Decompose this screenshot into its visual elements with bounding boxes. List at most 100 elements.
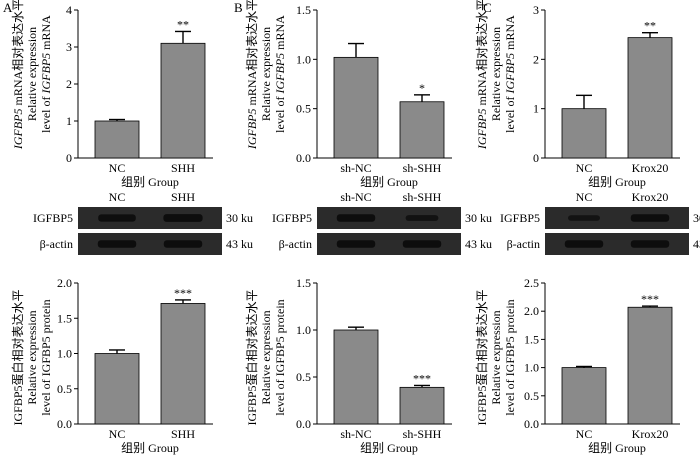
molecular-weight-label: 30 ku [465,211,492,225]
x-tick-label: sh-SHH [403,427,442,441]
blot-strip [78,207,222,229]
bar [333,56,379,159]
blot-strip [545,207,689,229]
y-title-gene: IGFBP5 [475,109,489,151]
x-tick-label: sh-SHH [403,161,442,175]
panel-label-b: B [234,0,243,15]
protein-y-axis-title: IGFBP5蛋白相对表达水平 Relative expression level o… [474,289,517,425]
bar [399,101,445,159]
y-title-rest: mRNA相对表达水平 [11,0,25,109]
western-blot-b: sh-NC sh-SHH IGFBP5 30 ku β-actin 43 ku [272,190,492,255]
y-title-line3: level of IGFBP5 mRNA [503,15,517,133]
protein-row-label: IGFBP5 [272,211,312,225]
y-tick-label: 1.5 [296,276,311,290]
significance-label: ** [177,17,189,31]
x-tick-label: SHH [171,161,195,175]
mrna-y-axis-title: IGFBP5 mRNA相对表达水平 Relative expression leve… [475,0,517,150]
y-title-line1: IGFBP5 mRNA相对表达水平 [475,0,489,150]
bar [160,42,206,159]
protein-row-label: β-actin [507,237,540,251]
y-tick-label: 1.5 [296,3,311,17]
bar [94,120,140,159]
significance-label: *** [413,371,431,385]
y-tick-label: 0 [66,151,72,165]
y-title-post: mRNA [503,15,517,53]
y-title-gene: IGFBP5 [39,53,53,95]
blot-band [163,240,203,248]
bar [627,37,673,159]
blot-band [163,214,203,222]
x-tick-label: NC [576,161,593,175]
panel-label-a: A [3,0,13,15]
blot-band [402,240,442,248]
y-tick-label: 1.5 [57,311,72,325]
significance-label: *** [641,292,659,306]
y-title-gene: IGFBP5 [11,109,25,151]
y-tick-label: 3 [533,3,539,17]
y-title-line1: IGFBP5 mRNA相对表达水平 [245,0,259,150]
lane-label: sh-NC [340,190,371,204]
x-axis-title: 组别 Group [588,441,646,455]
panel-label-c: C [483,0,492,15]
y-tick-label: 1 [533,102,539,116]
molecular-weight-label: 43 ku [693,237,700,251]
y-title-line1: IGFBP5蛋白相对表达水平 [10,289,25,425]
x-axis-title: 组别 Group [121,441,179,455]
blot-band [336,240,376,248]
y-tick-label: 0.0 [524,417,539,431]
y-tick-label: 0.5 [57,382,72,396]
blot-band [405,215,439,221]
y-title-line3: level of IGFBP5 protein [39,299,53,415]
y-tick-label: 0.0 [296,417,311,431]
y-title-pre: level of [503,94,517,133]
y-tick-label: 2.5 [524,276,539,290]
y-title-rest: mRNA相对表达水平 [245,0,259,109]
molecular-weight-label: 43 ku [226,237,253,251]
y-title-gene: IGFBP5 [273,53,287,95]
y-title-pre: level of [273,94,287,133]
y-tick-label: 1 [66,114,72,128]
y-tick-label: 0.0 [57,417,72,431]
protein-row-label: β-actin [40,237,73,251]
y-title-line2: Relative expression [259,27,273,121]
x-tick-label: Krox20 [632,161,669,175]
lane-label: SHH [171,190,195,204]
y-title-line1: IGFBP5蛋白相对表达水平 [244,289,259,425]
bar [399,386,445,425]
bar [94,353,140,425]
bar [333,329,379,425]
x-axis-title: 组别 Group [360,175,418,189]
significance-label: * [419,81,425,95]
y-tick-label: 1.0 [296,323,311,337]
bar [561,108,607,159]
x-axis-title: 组别 Group [121,175,179,189]
y-tick-label: 0.0 [296,151,311,165]
x-axis-title: 组别 Group [360,441,418,455]
y-title-line1: IGFBP5蛋白相对表达水平 [474,289,489,425]
molecular-weight-label: 30 ku [693,211,700,225]
blot-band [98,214,136,222]
molecular-weight-label: 30 ku [226,211,253,225]
bar [561,367,607,425]
blot-strip [78,233,222,255]
y-tick-label: 2 [66,77,72,91]
y-title-rest: mRNA相对表达水平 [475,0,489,109]
x-tick-label: SHH [171,427,195,441]
blot-strip [317,207,461,229]
y-tick-label: 1.0 [296,52,311,66]
blot-band [336,214,376,222]
y-tick-label: 0.5 [296,102,311,116]
x-tick-label: NC [109,427,126,441]
lane-label: sh-SHH [403,190,442,204]
western-blot-c: NC Krox20 IGFBP5 30 ku β-actin 43 ku [500,190,700,255]
protein-y-axis-title: IGFBP5蛋白相对表达水平 Relative expression level o… [244,289,287,425]
blot-band [97,240,137,248]
blot-band [630,214,670,222]
mrna-y-axis-title: IGFBP5 mRNA相对表达水平 Relative expression leve… [245,0,287,150]
y-tick-label: 1.5 [524,332,539,346]
